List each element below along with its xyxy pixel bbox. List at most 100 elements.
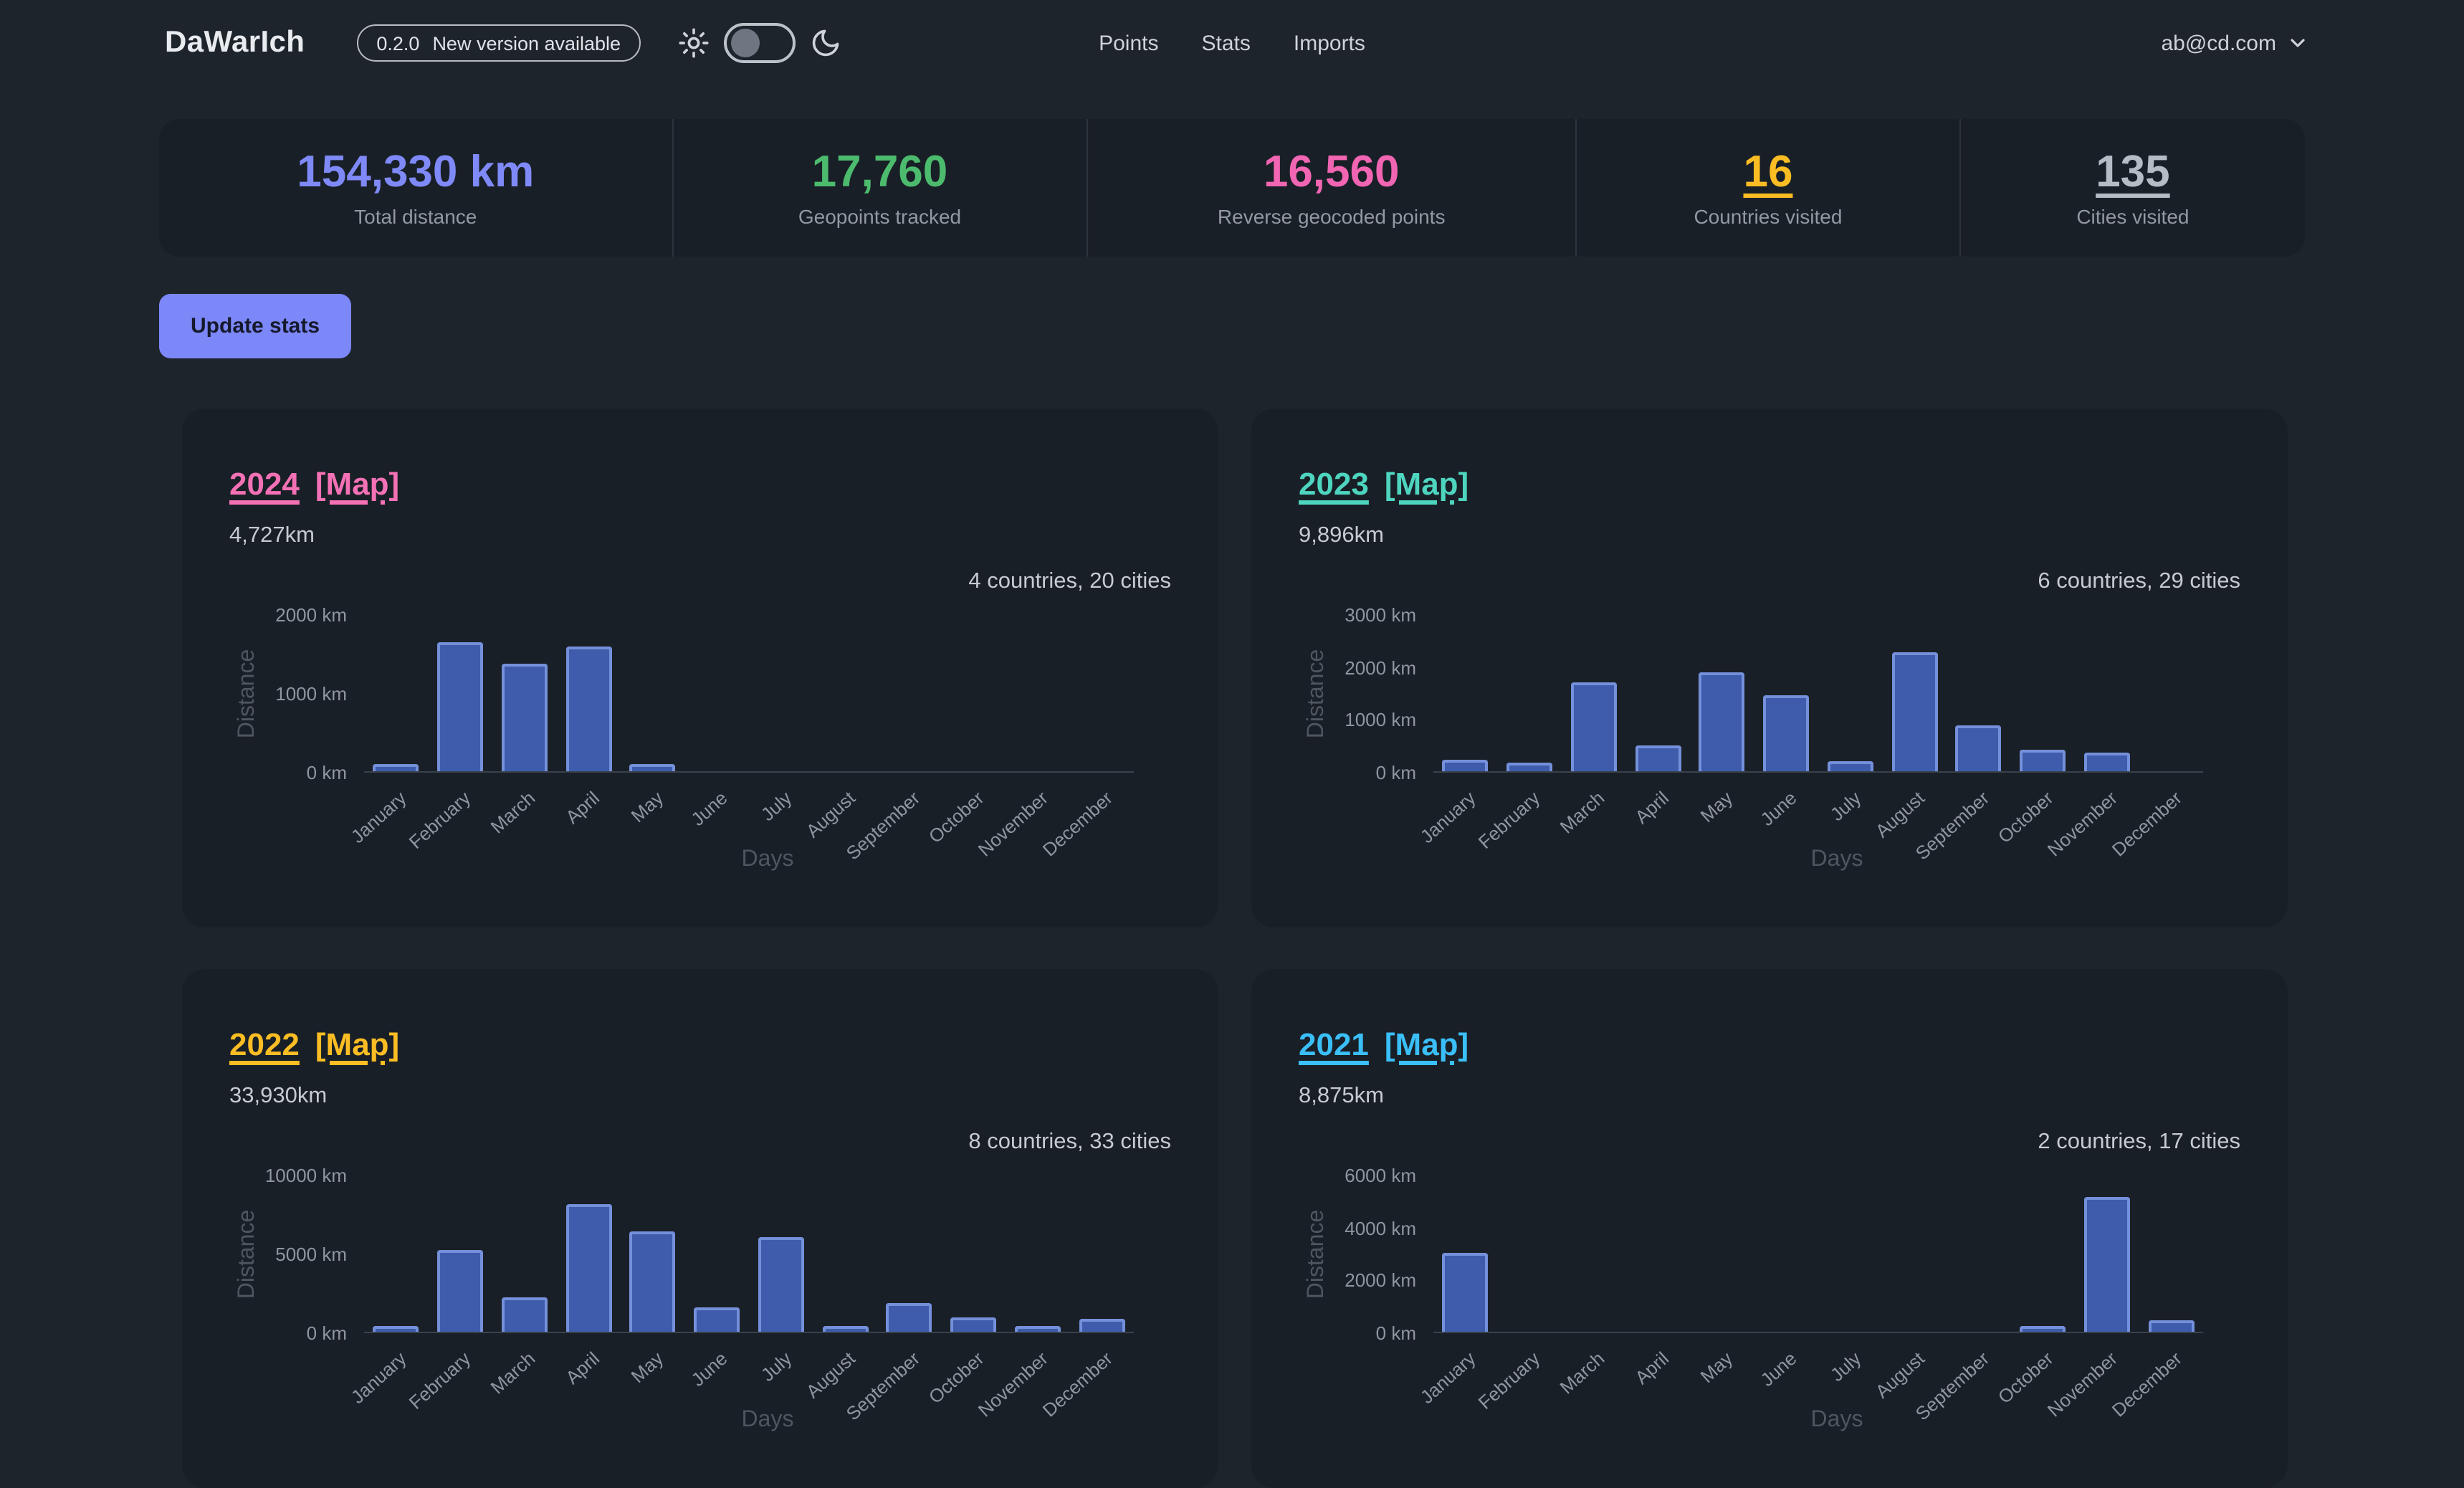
bar-slot-november: [1006, 615, 1070, 771]
bar-slot-june: [1754, 615, 1819, 771]
year-distance: 9,896km: [1299, 523, 1384, 548]
nav-link-imports[interactable]: Imports: [1293, 31, 1365, 55]
bar-slot-february: [429, 1175, 493, 1332]
bar-2021-november[interactable]: [2083, 1197, 2130, 1332]
bar-2022-february[interactable]: [437, 1250, 484, 1332]
x-axis-title: Days: [741, 847, 794, 872]
bar-slot-november: [1006, 1175, 1070, 1332]
y-axis-ticks: 0 km 2000 km 4000 km 6000 km: [1336, 1165, 1433, 1344]
bar-2022-july[interactable]: [758, 1237, 804, 1332]
bar-2021-october[interactable]: [2020, 1326, 2066, 1332]
stat-label: Reverse geocoded points: [1217, 204, 1446, 227]
map-link-2021[interactable]: [Map]: [1384, 1026, 1469, 1062]
bar-slot-march: [492, 615, 557, 771]
bar-slot-january: [364, 615, 429, 771]
year-link-2024[interactable]: 2024: [229, 466, 300, 502]
stat-value: 17,760: [811, 146, 948, 196]
bar-slot-november: [2075, 1175, 2139, 1332]
bar-2022-january[interactable]: [373, 1326, 419, 1332]
update-stats-button[interactable]: Update stats: [159, 294, 352, 358]
x-label-february: February: [404, 1348, 475, 1413]
bar-slot-may: [621, 615, 685, 771]
x-label-march: March: [1555, 787, 1608, 838]
bar-slot-february: [429, 615, 493, 771]
x-label-april: April: [560, 1348, 603, 1389]
app-logo[interactable]: DaWarIch: [165, 26, 305, 59]
sun-icon: [678, 27, 710, 59]
x-label-january: January: [1416, 787, 1480, 848]
bar-2022-march[interactable]: [501, 1297, 548, 1332]
stat-value[interactable]: 135: [2096, 146, 2170, 196]
bar-2022-december[interactable]: [1079, 1319, 1125, 1332]
chart-plot-area: January February March April May June July Augu…: [1416, 1175, 2204, 1424]
bar-2023-august[interactable]: [1891, 652, 1938, 771]
stat-label: Countries visited: [1694, 204, 1843, 227]
bar-slot-september: [877, 1175, 942, 1332]
bar-2023-february[interactable]: [1506, 763, 1553, 771]
x-label-july: July: [1825, 1348, 1865, 1386]
bar-2022-may[interactable]: [629, 1231, 676, 1332]
bar-slot-december: [1070, 1175, 1135, 1332]
y-axis-ticks: 0 km 1000 km 2000 km 3000 km: [1336, 604, 1433, 783]
year-link-2021[interactable]: 2021: [1299, 1026, 1369, 1062]
user-menu[interactable]: ab@cd.com: [2161, 31, 2309, 55]
bar-2024-march[interactable]: [501, 664, 548, 771]
bar-2022-october[interactable]: [950, 1317, 997, 1332]
bar-2022-august[interactable]: [822, 1326, 869, 1332]
map-link-2024[interactable]: [Map]: [315, 466, 400, 502]
bar-2021-january[interactable]: [1442, 1253, 1489, 1332]
bar-2022-june[interactable]: [694, 1307, 740, 1332]
x-label-august: August: [1871, 1348, 1929, 1403]
bar-2023-november[interactable]: [2083, 753, 2130, 771]
bar-2023-june[interactable]: [1763, 695, 1810, 771]
year-card-title: 2022 [Map]: [229, 1026, 1171, 1064]
year-card-title: 2023 [Map]: [1299, 466, 2240, 503]
chevron-down-icon: [2286, 32, 2309, 54]
year-link-2022[interactable]: 2022: [229, 1026, 300, 1062]
bar-slot-july: [1818, 1175, 1883, 1332]
map-link-2022[interactable]: [Map]: [315, 1026, 400, 1062]
x-axis-labels: January February March April May June July Augu…: [1416, 773, 2203, 864]
bar-2023-april[interactable]: [1635, 745, 1681, 771]
version-number: 0.2.0: [376, 32, 420, 54]
bar-2024-april[interactable]: [565, 647, 612, 771]
bar-2022-november[interactable]: [1014, 1326, 1061, 1332]
theme-toggle[interactable]: [724, 23, 796, 63]
stat-cell: 154,330 km Total distance: [159, 119, 672, 257]
nav-link-stats[interactable]: Stats: [1201, 31, 1251, 55]
stat-value: 154,330 km: [297, 146, 535, 196]
bar-2023-october[interactable]: [2020, 750, 2066, 771]
stat-value[interactable]: 16: [1743, 146, 1793, 196]
bar-slot-august: [1883, 1175, 1947, 1332]
stat-cell: 16,560 Reverse geocoded points: [1086, 119, 1575, 257]
bar-2023-january[interactable]: [1442, 760, 1489, 771]
bar-2024-may[interactable]: [629, 764, 676, 771]
bar-2022-september[interactable]: [886, 1303, 932, 1332]
year-link-2023[interactable]: 2023: [1299, 466, 1369, 502]
nav-link-points[interactable]: Points: [1099, 31, 1159, 55]
moon-icon: [810, 27, 841, 59]
bar-2023-may[interactable]: [1699, 672, 1745, 771]
year-bar-chart: Distance 0 km 2000 km 4000 km 6000 km Janua…: [1299, 1165, 2240, 1434]
bar-2023-september[interactable]: [1955, 725, 2002, 771]
x-label-october: October: [1993, 1348, 2058, 1408]
bar-2021-december[interactable]: [2148, 1320, 2195, 1332]
bar-2024-january[interactable]: [373, 764, 419, 771]
theme-toggle-knob: [731, 29, 760, 57]
version-badge[interactable]: 0.2.0 New version available: [356, 24, 641, 62]
bar-slot-august: [813, 615, 878, 771]
stat-label: Cities visited: [2076, 204, 2190, 227]
bar-2023-july[interactable]: [1827, 761, 1873, 771]
bar-slot-january: [364, 1175, 429, 1332]
bar-2022-april[interactable]: [565, 1204, 612, 1332]
x-label-july: July: [756, 1348, 796, 1386]
bar-slot-october: [942, 615, 1006, 771]
main-nav: Points Stats Imports: [1099, 31, 1365, 55]
map-link-2023[interactable]: [Map]: [1384, 466, 1469, 502]
bar-slot-december: [2139, 1175, 2204, 1332]
bar-2023-march[interactable]: [1570, 682, 1617, 771]
year-summary: 2 countries, 17 cities: [2038, 1130, 2240, 1154]
bar-2024-february[interactable]: [437, 642, 484, 771]
year-bar-chart: Distance 0 km 5000 km 10000 km January Febr…: [229, 1165, 1171, 1434]
year-distance: 4,727km: [229, 523, 315, 548]
